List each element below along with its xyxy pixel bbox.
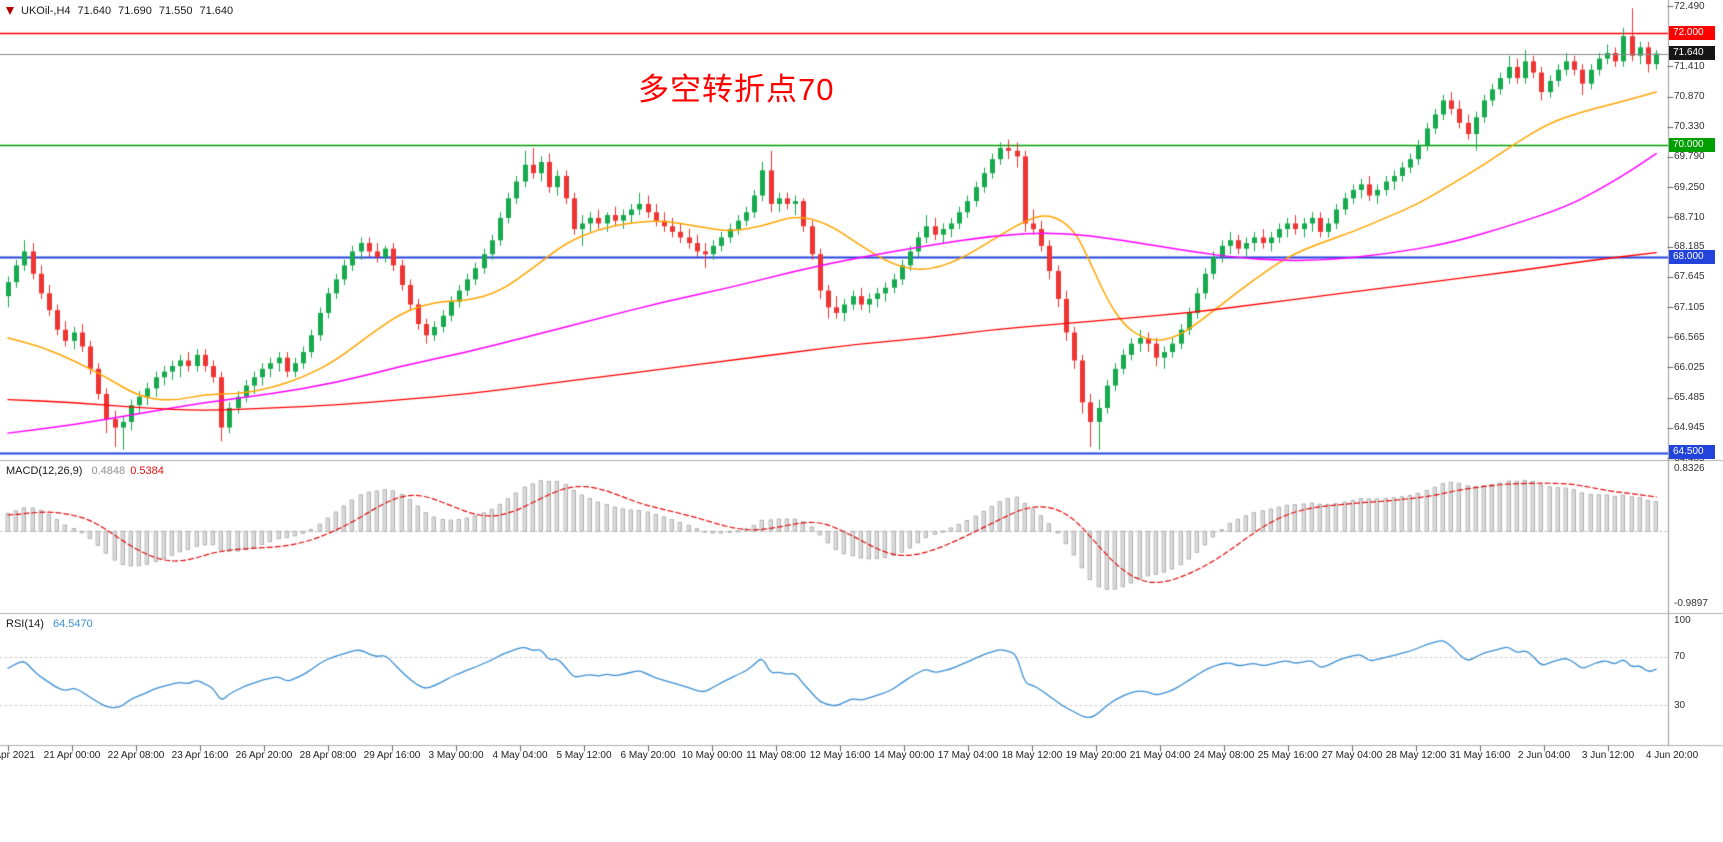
time-label: 3 Jun 12:00 (1581, 750, 1635, 761)
macd-signal-value: 0.5384 (130, 465, 164, 477)
macd-name: MACD(12,26,9) (6, 465, 83, 477)
last-price-badge: 71.640 (1669, 46, 1715, 61)
time-label: 29 Apr 16:00 (363, 750, 421, 761)
price-tick-label: 65.485 (1674, 392, 1705, 404)
time-label: 25 May 16:00 (1257, 750, 1319, 761)
price-tick-label: 67.645 (1674, 271, 1705, 283)
time-label: 26 Apr 20:00 (235, 750, 293, 761)
price-tick-label: 70.330 (1674, 121, 1705, 133)
hline-price-badge: 72.000 (1669, 25, 1715, 40)
time-label: 14 May 00:00 (873, 750, 935, 761)
time-label: 19 May 20:00 (1065, 750, 1127, 761)
time-label: 12 May 16:00 (809, 750, 871, 761)
time-label: 17 May 04:00 (937, 750, 999, 761)
hline-price-badge: 64.500 (1669, 445, 1715, 460)
macd-tick-label: 0.8326 (1674, 463, 1705, 474)
rsi-tick-label: 70 (1674, 651, 1686, 663)
time-label: 11 May 08:00 (746, 750, 806, 761)
time-label: 24 May 08:00 (1193, 750, 1255, 761)
rsi-tick-label: 100 (1674, 614, 1691, 626)
time-label: 21 Apr 00:00 (43, 750, 101, 761)
price-tick-label: 64.945 (1674, 422, 1705, 434)
ohlc-open-value: 71.640 (77, 5, 112, 17)
time-label: 22 Apr 08:00 (107, 750, 165, 761)
time-label: 27 May 04:00 (1321, 750, 1383, 761)
price-tick-label: 67.105 (1674, 301, 1705, 313)
annotation-text: 多空转折点70 (638, 72, 835, 107)
time-label: 10 May 00:00 (681, 750, 743, 761)
time-label: 19 Apr 2021 (0, 750, 35, 761)
chart-title: UKOil-,H4 71.640 71.690 71.550 71.640 (6, 5, 233, 17)
macd-indicator-label: MACD(12,26,9) 0.4848 0.5384 (6, 465, 164, 477)
hline-price-badge: 70.000 (1669, 137, 1715, 152)
price-tick-label: 69.790 (1674, 151, 1705, 163)
time-label: 5 May 12:00 (556, 750, 612, 761)
price-tick-label: 66.025 (1674, 361, 1705, 373)
time-label: 23 Apr 16:00 (171, 750, 229, 761)
rsi-value: 64.5470 (52, 618, 93, 630)
time-label: 3 May 00:00 (428, 750, 484, 761)
hline-price-badge: 68.000 (1669, 249, 1715, 264)
macd-main-value: 0.4848 (91, 465, 126, 477)
time-label: 4 May 04:00 (492, 750, 548, 761)
price-tick-label: 71.410 (1674, 60, 1705, 72)
time-label: 2 Jun 04:00 (1517, 750, 1571, 761)
time-label: 28 May 12:00 (1385, 750, 1447, 761)
rsi-tick-label: 30 (1674, 699, 1686, 711)
price-tick-label: 68.710 (1674, 211, 1705, 223)
price-tick-label: 70.870 (1674, 91, 1705, 103)
time-label: 21 May 04:00 (1129, 750, 1191, 761)
time-label: 6 May 20:00 (620, 750, 676, 761)
time-label: 18 May 12:00 (1001, 750, 1063, 761)
ohlc-high-value: 71.690 (118, 5, 152, 17)
ohlc-low-value: 71.550 (158, 5, 193, 17)
symbol-period-label: UKOil-,H4 (21, 5, 71, 17)
symbol-marker-icon (6, 7, 14, 15)
rsi-indicator-label: RSI(14) 64.5470 (6, 618, 93, 630)
time-label: 31 May 16:00 (1449, 750, 1511, 761)
price-tick-label: 72.490 (1674, 0, 1705, 12)
price-tick-label: 69.250 (1674, 181, 1705, 193)
price-tick-label: 66.565 (1674, 331, 1705, 343)
price-tick-label: 68.185 (1674, 241, 1705, 253)
macd-tick-label: -0.9897 (1674, 598, 1708, 609)
ohlc-close-value: 71.640 (199, 5, 234, 17)
time-label: 28 Apr 08:00 (299, 750, 357, 761)
time-label: 4 Jun 20:00 (1645, 750, 1699, 761)
rsi-name: RSI(14) (6, 618, 44, 630)
